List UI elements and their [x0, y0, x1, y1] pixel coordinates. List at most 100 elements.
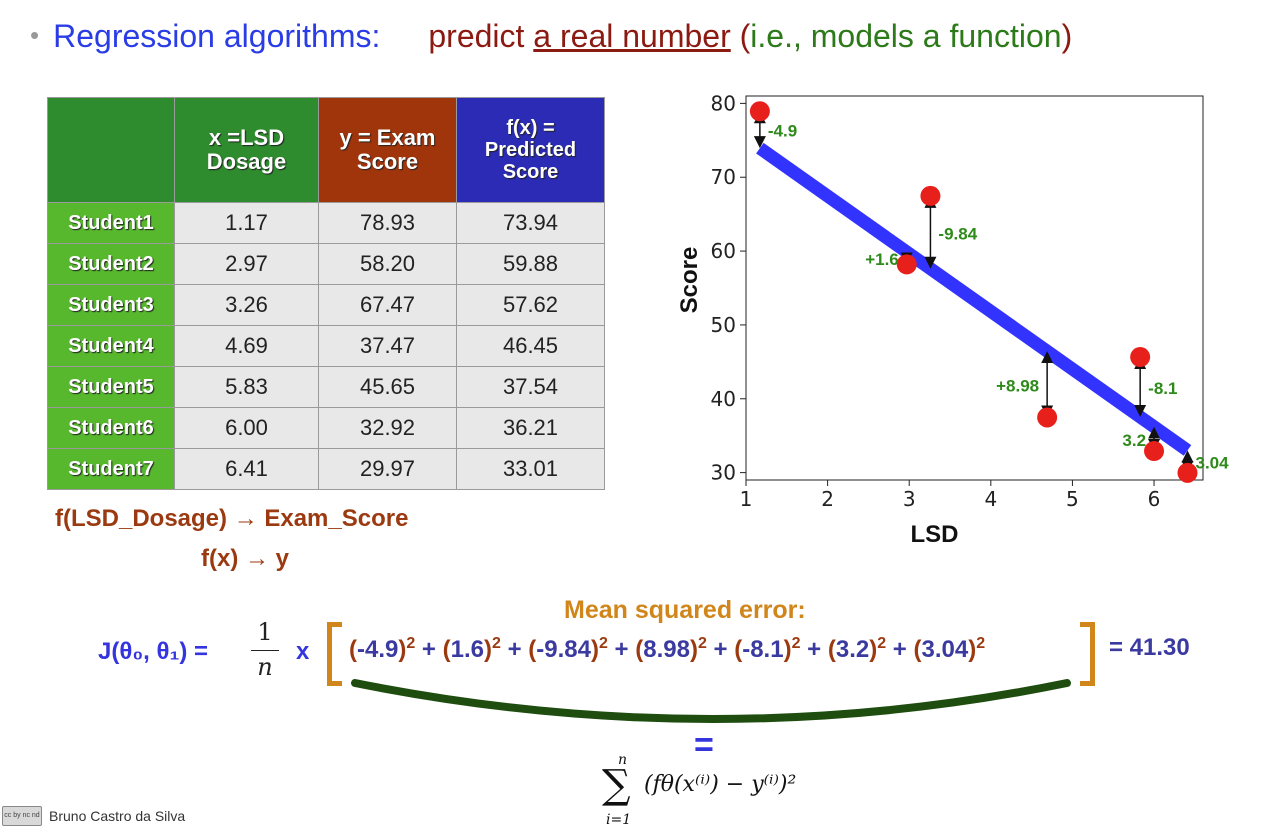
- plus-sign: +: [415, 636, 443, 663]
- residual-term: -4.9: [357, 636, 399, 663]
- y-tick-label: 50: [711, 313, 736, 337]
- paren: (: [913, 636, 922, 663]
- sum-body: (fθ(x⁽ⁱ⁾) − y⁽ⁱ⁾)²: [644, 772, 797, 797]
- paren: ): [869, 636, 878, 663]
- predict-text: predict: [428, 18, 534, 54]
- dosage-cell: 6.41: [174, 448, 319, 490]
- author-credit: Bruno Castro da Silva: [49, 808, 186, 824]
- paren-close: ): [1061, 18, 1073, 54]
- data-point: [920, 185, 941, 206]
- dosage-cell: 6.00: [174, 407, 319, 449]
- score-cell: 32.92: [318, 407, 457, 449]
- sigma-icon: ∑: [602, 762, 631, 808]
- predicted-cell: 59.88: [456, 243, 605, 285]
- table-header-row: x =LSD Dosage y = Exam Score f(x) = Pred…: [47, 97, 605, 203]
- table-row: Student2 2.97 58.20 59.88: [47, 243, 605, 285]
- data-point: [1177, 462, 1198, 483]
- student-label: Student2: [47, 243, 175, 285]
- predicted-cell: 33.01: [456, 448, 605, 490]
- sum-upper-limit: n: [618, 752, 628, 768]
- residual-label: 3.2: [1122, 431, 1146, 450]
- student-label: Student7: [47, 448, 175, 490]
- residual-label: +1.6: [865, 250, 899, 269]
- student-label: Student6: [47, 407, 175, 449]
- paren: (: [349, 636, 357, 663]
- equals-sign: =: [694, 726, 714, 764]
- plot-frame: [745, 95, 1204, 481]
- residual-term: 3.04: [921, 636, 969, 663]
- paren: ): [590, 636, 599, 663]
- regression-heading: Regression algorithms:: [53, 18, 381, 54]
- residual-label: +8.98: [996, 376, 1039, 395]
- dosage-cell: 1.17: [174, 202, 319, 244]
- fraction-numerator: 1: [257, 618, 273, 646]
- residual-label: 3.04: [1195, 454, 1229, 473]
- mse-result: = 41.30: [1109, 634, 1190, 661]
- slide-title: • Regression algorithms: predict a real nu…: [30, 18, 1072, 55]
- paren: (: [442, 636, 451, 663]
- x-tick-label: 5: [1066, 487, 1079, 511]
- function-note-2: f(x) → y: [201, 545, 290, 572]
- residual-term: 3.2: [835, 636, 870, 663]
- y-tick-label: 40: [711, 387, 736, 411]
- data-point: [896, 254, 917, 275]
- table-row: Student6 6.00 32.92 36.21: [47, 407, 605, 449]
- paren: ): [484, 636, 492, 663]
- residual-term: -8.1: [742, 636, 784, 663]
- data-point: [1144, 441, 1165, 462]
- dosage-cell: 2.97: [174, 243, 319, 285]
- function-note-1: f(LSD_Dosage) → Exam_Score: [55, 505, 409, 532]
- predicted-cell: 46.45: [456, 325, 605, 367]
- sum-lower-limit: i=1: [606, 812, 632, 828]
- dosage-cell: 5.83: [174, 366, 319, 408]
- y-tick-label: 30: [711, 461, 736, 485]
- residual-label: -4.9: [768, 122, 797, 141]
- paren: ): [968, 636, 977, 663]
- residual-term: 8.98: [643, 636, 690, 663]
- data-point: [1037, 407, 1058, 428]
- scatter-chart: 1 2 3 4 5 6 30 40 50 60 70 80 LSD Score -4.9 +1.6 -9.84…: [676, 91, 1229, 548]
- data-point: [749, 101, 770, 122]
- plus-sign: +: [706, 636, 735, 663]
- x-tick-label: 1: [740, 487, 753, 511]
- plus-sign: +: [886, 636, 914, 663]
- residual-term: -9.84: [536, 636, 591, 663]
- function-text: i.e., models a function: [750, 18, 1062, 54]
- predicted-cell: 37.54: [456, 366, 605, 408]
- paren: (: [635, 636, 644, 663]
- data-table: x =LSD Dosage y = Exam Score f(x) = Pred…: [47, 97, 605, 490]
- mse-title: Mean squared error:: [564, 596, 806, 624]
- score-cell: 67.47: [318, 284, 457, 326]
- header-predicted-score: f(x) = Predicted Score: [456, 97, 605, 203]
- x-tick-label: 6: [1148, 487, 1161, 511]
- under-brace: [351, 679, 1071, 723]
- x-tick-label: 2: [821, 487, 834, 511]
- paren-open: (: [730, 18, 751, 54]
- table-row: Student4 4.69 37.47 46.45: [47, 325, 605, 367]
- residual-term: 1.6: [450, 636, 484, 663]
- exponent: 2: [697, 635, 707, 652]
- exponent: 2: [976, 635, 986, 652]
- score-cell: 29.97: [318, 448, 457, 490]
- cc-license-icon: cc by nc nd: [2, 806, 42, 826]
- plus-sign: +: [800, 636, 828, 663]
- score-cell: 37.47: [318, 325, 457, 367]
- right-bracket: [1080, 622, 1095, 686]
- fraction-denominator: n: [257, 653, 273, 681]
- y-axis-label: Score: [676, 247, 703, 314]
- bullet-icon: •: [30, 20, 40, 50]
- times-sign: x: [296, 638, 310, 665]
- exponent: 2: [406, 635, 416, 652]
- plus-sign: +: [607, 636, 636, 663]
- header-empty: [47, 97, 175, 203]
- predicted-cell: 57.62: [456, 284, 605, 326]
- fraction-bar: [251, 650, 279, 651]
- table-row: Student1 1.17 78.93 73.94: [47, 202, 605, 244]
- dosage-cell: 4.69: [174, 325, 319, 367]
- table-row: Student3 3.26 67.47 57.62: [47, 284, 605, 326]
- header-y-score: y = Exam Score: [318, 97, 457, 203]
- predicted-cell: 36.21: [456, 407, 605, 449]
- score-cell: 78.93: [318, 202, 457, 244]
- x-tick-label: 3: [903, 487, 916, 511]
- paren: (: [734, 636, 743, 663]
